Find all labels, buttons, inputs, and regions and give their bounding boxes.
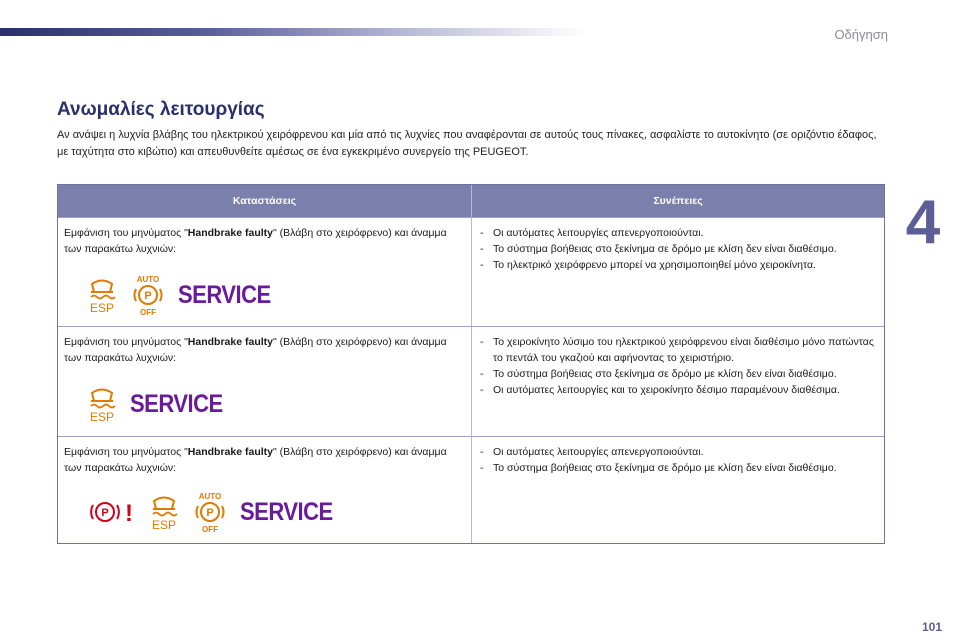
consequence-cell: - Οι αυτόματες λειτουργίες απενεργοποιούν…: [472, 218, 884, 326]
situation-text: Εμφάνιση του μηνύματος "Handbrake faulty…: [64, 336, 447, 364]
list-item: - Οι αυτόματες λειτουργίες απενεργοποιούν…: [480, 446, 704, 458]
table-header: Καταστάσεις Συνέπειες: [58, 185, 884, 217]
off-label: OFF: [202, 525, 218, 533]
list-item: - Το σύστημα βοήθειας στο ξεκίνημα σε δρό…: [480, 243, 837, 255]
message-name: Handbrake faulty: [187, 227, 273, 239]
list-item: - Το χειροκίνητο λύσιμο του ηλεκτρικού χε…: [480, 336, 874, 364]
p-label: P: [206, 507, 213, 519]
section-label: Οδήγηση: [834, 27, 888, 42]
faults-table: Καταστάσεις Συνέπειες Εμφάνιση του μηνύμ…: [57, 184, 885, 544]
auto-park-off-icon: AUTO P OFF: [195, 492, 225, 533]
esp-icon: ESP: [152, 496, 178, 532]
esp-label: ESP: [152, 518, 176, 532]
situation-cell: Εμφάνιση του μηνύματος "Handbrake faulty…: [58, 327, 472, 436]
exclamation-label: !: [125, 500, 133, 527]
list-item: - Οι αυτόματες λειτουργίες απενεργοποιούν…: [480, 227, 704, 239]
chapter-number: 4: [905, 188, 941, 257]
brake-fault-icon: P !: [90, 500, 133, 527]
service-icon: SERVICE: [240, 497, 333, 526]
service-icon: SERVICE: [130, 389, 223, 418]
service-icon: SERVICE: [178, 280, 271, 309]
warning-lamps: ESP AUTO P OFF SERVICE: [86, 274, 271, 316]
table-row: Εμφάνιση του μηνύματος "Handbrake faulty…: [58, 326, 884, 436]
auto-label: AUTO: [199, 492, 222, 501]
header-situations: Καταστάσεις: [58, 185, 472, 217]
auto-label: AUTO: [137, 275, 160, 284]
p-label: P: [101, 507, 108, 519]
consequence-cell: - Οι αυτόματες λειτουργίες απενεργοποιούν…: [472, 437, 884, 543]
esp-icon: ESP: [90, 388, 116, 424]
p-label: P: [144, 290, 151, 302]
list-item: - Οι αυτόματες λειτουργίες και το χειροκί…: [480, 384, 840, 396]
auto-park-off-icon: AUTO P OFF: [133, 275, 163, 316]
warning-lamps: ESP SERVICE: [86, 384, 223, 424]
situation-cell: Εμφάνιση του μηνύματος "Handbrake faulty…: [58, 437, 472, 543]
situation-cell: Εμφάνιση του μηνύματος "Handbrake faulty…: [58, 218, 472, 326]
consequence-cell: - Το χειροκίνητο λύσιμο του ηλεκτρικού χε…: [472, 327, 884, 436]
page-title: Ανωμαλίες λειτουργίας: [57, 99, 265, 120]
esp-label: ESP: [90, 301, 114, 315]
list-item: - Το σύστημα βοήθειας στο ξεκίνημα σε δρό…: [480, 462, 837, 474]
esp-label: ESP: [90, 410, 114, 424]
table-row: Εμφάνιση του μηνύματος "Handbrake faulty…: [58, 217, 884, 326]
intro-paragraph: Αν ανάψει η λυχνία βλάβης του ηλεκτρικού…: [57, 129, 877, 158]
header-consequences: Συνέπειες: [653, 195, 703, 207]
warning-lamps: P ! ESP AUTO P OFF SERVICE: [86, 491, 333, 533]
table-row: Εμφάνιση του μηνύματος "Handbrake faulty…: [58, 436, 884, 543]
situation-text: Εμφάνιση του μηνύματος "Handbrake faulty…: [64, 227, 447, 255]
page-number: 101: [921, 620, 942, 634]
list-item: - Το ηλεκτρικό χειρόφρενο μπορεί να χρησι…: [480, 259, 816, 271]
off-label: OFF: [140, 308, 156, 316]
list-item: - Το σύστημα βοήθειας στο ξεκίνημα σε δρό…: [480, 368, 837, 380]
situation-text: Εμφάνιση του μηνύματος "Handbrake faulty…: [64, 446, 447, 474]
esp-icon: ESP: [90, 279, 116, 315]
header-gradient-bar: [0, 28, 585, 36]
message-name: Handbrake faulty: [187, 336, 273, 348]
message-name: Handbrake faulty: [187, 446, 273, 458]
